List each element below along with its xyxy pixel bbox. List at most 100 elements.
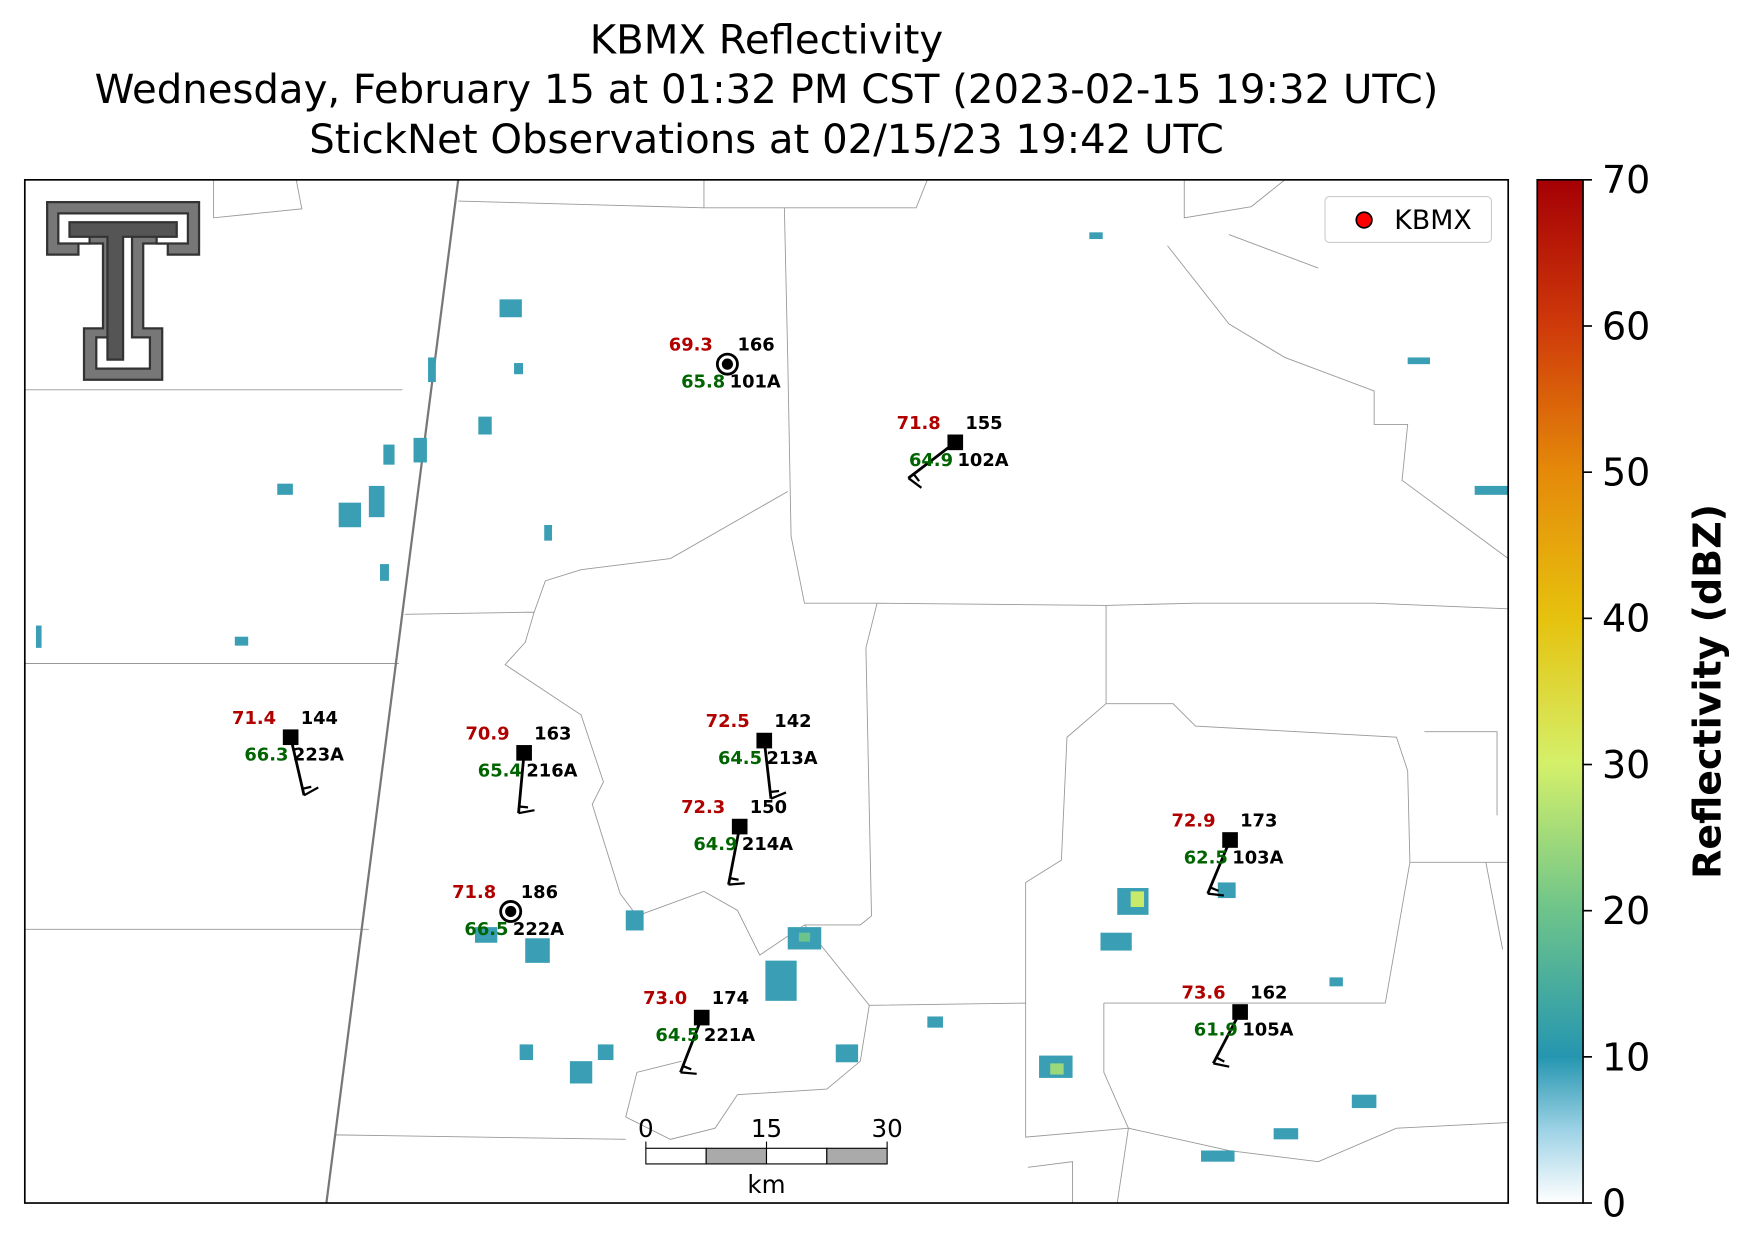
- station-marker: [731, 818, 748, 835]
- station-id: 101A: [730, 372, 781, 393]
- title-line: StickNet Observations at 02/15/23 19:42 …: [309, 117, 1224, 163]
- scalebar-segment: [826, 1147, 888, 1165]
- temperature: 72.3: [681, 797, 725, 818]
- station-value: 162: [1250, 983, 1287, 1004]
- wind-barb-flag: [729, 876, 739, 881]
- temperature: 71.8: [897, 413, 941, 434]
- colorbar-tick-label: 20: [1602, 889, 1650, 933]
- dewpoint: 64.5: [655, 1025, 699, 1046]
- dewpoint: 66.5: [464, 919, 508, 940]
- station-value: 155: [965, 413, 1002, 434]
- station-marker: [499, 900, 523, 923]
- station-marker: [1232, 1004, 1248, 1020]
- title: KBMX Reflectivity Wednesday, February 15…: [95, 18, 1439, 163]
- dewpoint: 62.5: [1184, 847, 1228, 868]
- station-value: 174: [712, 988, 749, 1009]
- title-line: Wednesday, February 15 at 01:32 PM CST (…: [95, 67, 1439, 113]
- station-value: 163: [534, 723, 571, 744]
- wind-barb: [679, 1017, 704, 1073]
- plot-frame: [23, 179, 1510, 1204]
- wind-barb: [517, 752, 526, 814]
- station-marker: [282, 729, 299, 746]
- wind-barb-flag: [682, 1065, 692, 1071]
- wind-barb-flag: [907, 477, 923, 489]
- wind-barb: [1206, 839, 1232, 895]
- wind-barb: [762, 740, 773, 799]
- station-marker: [693, 1009, 710, 1026]
- dewpoint: 65.8: [681, 372, 725, 393]
- dewpoint: 64.9: [693, 834, 737, 855]
- map: [24, 179, 1509, 1204]
- colorbar-tick-label: 0: [1602, 1181, 1626, 1225]
- temperature: 69.3: [669, 335, 713, 356]
- wind-barb-flag: [1209, 886, 1219, 892]
- title-line: KBMX Reflectivity: [590, 18, 943, 64]
- station-id: 222A: [513, 919, 564, 940]
- wind-barb-flag: [1207, 892, 1225, 897]
- dewpoint: 64.9: [909, 450, 953, 471]
- wind-barb: [727, 826, 742, 885]
- station-value: 173: [1240, 811, 1277, 832]
- station-marker: [947, 434, 964, 451]
- dewpoint: 65.4: [478, 760, 522, 781]
- station-id: 214A: [742, 834, 793, 855]
- wind-barb: [1212, 1011, 1242, 1065]
- station-marker: [516, 745, 532, 761]
- wind-barb-flag: [912, 473, 920, 482]
- wind-barb-flag: [680, 1071, 697, 1075]
- colorbar-tick-label: 70: [1602, 158, 1650, 202]
- wind-barb-flag: [303, 786, 319, 797]
- legend-label: KBMX: [1394, 205, 1471, 236]
- dewpoint: 61.9: [1194, 1019, 1238, 1040]
- colorbar-label: Reflectivity (dBZ): [1685, 504, 1729, 879]
- colorbar-tick-label: 30: [1602, 743, 1650, 787]
- colorbar: [1536, 179, 1584, 1204]
- legend: KBMX: [1324, 196, 1492, 243]
- wind-barb-flag: [770, 789, 780, 794]
- scalebar-segment: [645, 1147, 707, 1165]
- station-marker: [721, 358, 733, 370]
- dewpoint: 66.3: [244, 745, 288, 766]
- wind-barb-flag: [519, 805, 529, 809]
- station-id: 216A: [526, 760, 577, 781]
- scalebar-tick-label: 30: [872, 1114, 903, 1143]
- station-id: 213A: [767, 748, 818, 769]
- logo: [46, 201, 201, 381]
- scalebar-segment: [765, 1147, 828, 1165]
- wind-barb-flag: [770, 791, 787, 800]
- colorbar-tick-label: 60: [1602, 304, 1650, 348]
- station-value: 142: [774, 711, 811, 732]
- station-value: 166: [737, 335, 774, 356]
- station-id: 223A: [293, 745, 344, 766]
- temperature: 72.5: [706, 711, 750, 732]
- temperature: 73.0: [643, 988, 687, 1009]
- station-marker: [505, 905, 517, 918]
- station-marker: [1222, 832, 1238, 848]
- scalebar-tick-label: 0: [638, 1114, 654, 1143]
- station-id: 103A: [1232, 847, 1283, 868]
- station-marker: [715, 352, 739, 376]
- wind-barb-flag: [518, 809, 535, 815]
- wind-barb: [289, 736, 306, 796]
- station-id: 102A: [958, 450, 1009, 471]
- station-marker: [756, 732, 773, 749]
- wind-barb-flag: [1213, 1062, 1230, 1068]
- colorbar-tick-label: 10: [1602, 1035, 1650, 1079]
- temperature: 72.9: [1171, 811, 1215, 832]
- station-value: 144: [301, 708, 338, 729]
- station-id: 105A: [1242, 1019, 1293, 1040]
- scalebar-unit: km: [747, 1170, 785, 1199]
- temperature: 71.4: [232, 708, 276, 729]
- legend-marker: [1355, 211, 1373, 229]
- colorbar-tick-label: 40: [1602, 597, 1650, 641]
- wind-barb-flag: [302, 785, 312, 790]
- temperature: 71.8: [452, 882, 496, 903]
- wind-barb-flag: [1215, 1056, 1225, 1063]
- temperature: 70.9: [466, 723, 510, 744]
- dewpoint: 64.5: [718, 748, 762, 769]
- temperature: 73.6: [1182, 983, 1226, 1004]
- scalebar-tick-label: 15: [751, 1114, 782, 1143]
- station-id: 221A: [704, 1025, 755, 1046]
- scalebar-segment: [705, 1147, 768, 1165]
